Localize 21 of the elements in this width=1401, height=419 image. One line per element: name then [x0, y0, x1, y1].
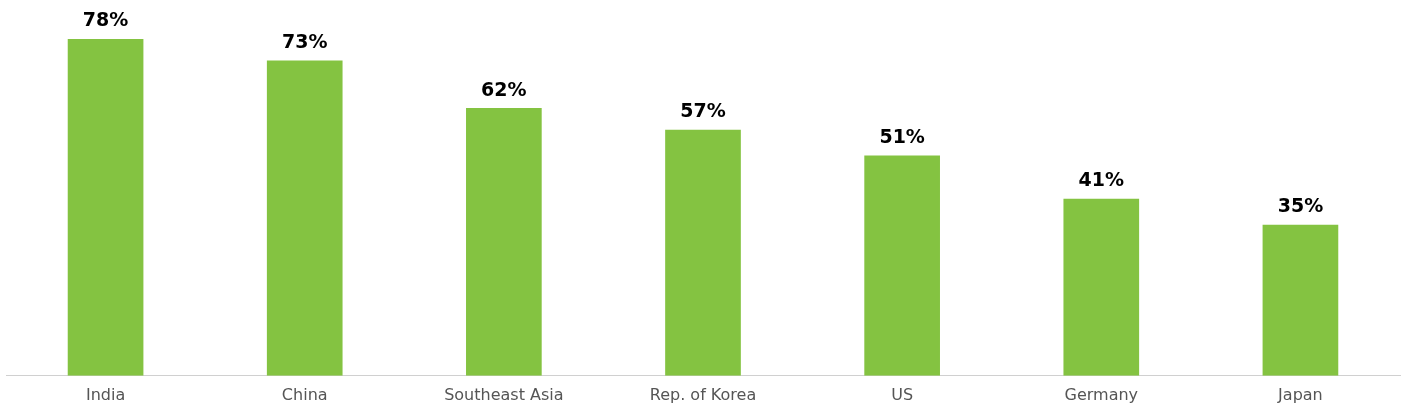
bar	[864, 155, 940, 376]
x-tick-label: US	[891, 384, 914, 404]
data-label: 41%	[1078, 168, 1125, 191]
data-label: 62%	[481, 77, 527, 100]
x-tick-label: Rep. of Korea	[649, 384, 757, 404]
x-tick-label: Japan	[1277, 384, 1323, 404]
x-tick-label: Germany	[1064, 384, 1139, 404]
data-label: 57%	[680, 99, 726, 122]
bar	[1262, 224, 1339, 376]
x-tick-label: Southeast Asia	[444, 384, 564, 404]
bar	[266, 60, 343, 376]
bar	[665, 129, 741, 376]
data-label: 35%	[1277, 194, 1324, 217]
data-label: 51%	[879, 125, 925, 148]
bar	[466, 108, 542, 376]
data-label: 78%	[82, 8, 129, 31]
x-tick-label: India	[85, 384, 126, 404]
bar	[67, 39, 144, 376]
data-label: 73%	[281, 30, 328, 53]
x-tick-label: China	[281, 384, 328, 404]
bar	[1063, 198, 1140, 376]
